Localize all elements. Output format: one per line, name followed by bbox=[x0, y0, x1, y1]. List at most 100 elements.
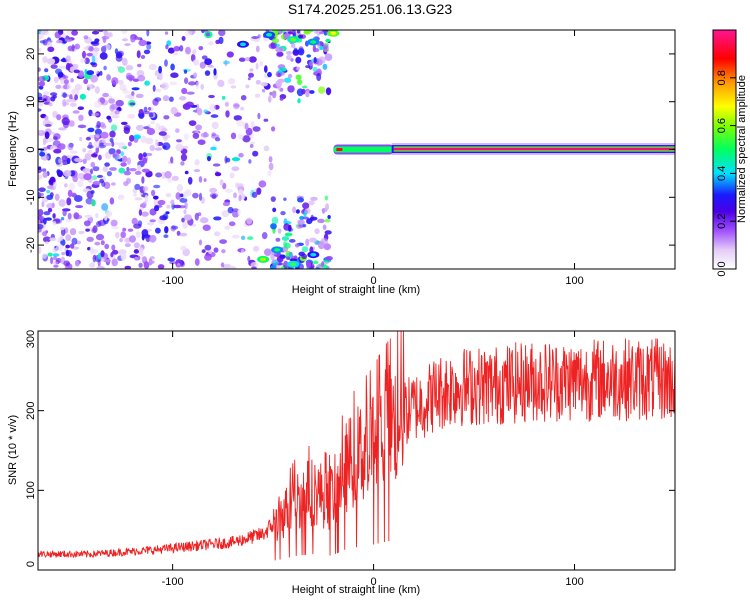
noise-blob bbox=[260, 82, 268, 87]
noise-blob bbox=[161, 82, 169, 90]
noise-blob bbox=[118, 167, 126, 174]
noise-blob bbox=[225, 157, 231, 163]
noise-blob bbox=[51, 202, 55, 209]
noise-blob bbox=[106, 171, 112, 177]
noise-blob bbox=[122, 90, 131, 95]
noise-tail-blob bbox=[289, 239, 296, 243]
noise-blob bbox=[121, 155, 128, 163]
noise-blob bbox=[123, 127, 130, 134]
noise-blob bbox=[42, 56, 48, 63]
noise-blob bbox=[192, 192, 199, 199]
noise-blob bbox=[137, 164, 142, 171]
noise-blob bbox=[183, 209, 187, 215]
noise-tail-blob bbox=[321, 261, 325, 267]
noise-blob bbox=[155, 88, 162, 93]
noise-blob bbox=[45, 95, 51, 104]
noise-blob bbox=[183, 69, 188, 74]
noise-blob bbox=[58, 199, 66, 207]
noise-blob bbox=[169, 261, 176, 265]
noise-blob bbox=[62, 92, 67, 98]
noise-blob bbox=[91, 199, 96, 207]
noise-blob bbox=[136, 50, 141, 59]
noise-blob bbox=[77, 124, 87, 129]
noise-tail-blob bbox=[297, 98, 301, 104]
noise-blob bbox=[197, 139, 206, 145]
noise-blob bbox=[129, 134, 135, 142]
noise-blob bbox=[261, 89, 266, 93]
noise-blob bbox=[134, 36, 139, 40]
noise-tail-blob bbox=[277, 256, 283, 263]
noise-blob bbox=[47, 252, 53, 257]
noise-blob bbox=[258, 180, 267, 188]
noise-tail-blob bbox=[297, 79, 303, 85]
noise-blob bbox=[264, 65, 268, 73]
noise-blob bbox=[230, 85, 237, 89]
noise-blob bbox=[78, 114, 84, 122]
noise-blob bbox=[123, 170, 131, 176]
noise-blob bbox=[194, 212, 199, 221]
noise-tail-blob bbox=[301, 246, 309, 253]
noise-blob bbox=[209, 103, 216, 112]
noise-blob bbox=[179, 197, 188, 203]
noise-blob bbox=[250, 121, 255, 129]
noise-tail-blob bbox=[274, 43, 281, 48]
noise-blob bbox=[74, 214, 83, 220]
noise-blob bbox=[148, 107, 152, 111]
noise-blob bbox=[38, 67, 41, 72]
noise-blob bbox=[57, 143, 66, 150]
noise-blob bbox=[180, 245, 187, 251]
noise-blob bbox=[193, 59, 199, 66]
noise-blob bbox=[255, 79, 261, 85]
noise-blob bbox=[79, 136, 83, 142]
noise-blob bbox=[169, 81, 178, 86]
noise-tail-blob bbox=[299, 264, 303, 269]
noise-blob bbox=[104, 216, 108, 221]
noise-blob bbox=[175, 192, 181, 200]
noise-blob bbox=[50, 256, 54, 265]
noise-blob bbox=[137, 37, 143, 41]
noise-blob bbox=[79, 93, 86, 100]
noise-blob bbox=[204, 58, 213, 66]
noise-blob bbox=[92, 166, 100, 172]
noise-blob bbox=[228, 221, 236, 227]
noise-blob bbox=[49, 237, 57, 242]
noise-blob bbox=[227, 206, 234, 214]
noise-blob bbox=[213, 216, 222, 221]
noise-blob bbox=[170, 106, 178, 115]
noise-blob bbox=[86, 70, 95, 76]
noise-blob bbox=[136, 70, 145, 77]
colorbar-tick-label: 0.4 bbox=[716, 166, 728, 181]
noise-blob bbox=[63, 79, 69, 85]
noise-blob bbox=[134, 183, 141, 190]
noise-blob bbox=[145, 234, 151, 243]
noise-blob bbox=[99, 52, 108, 60]
noise-blob bbox=[43, 98, 47, 102]
noise-blob bbox=[93, 101, 102, 108]
noise-blob bbox=[66, 83, 72, 90]
noise-tail-blob bbox=[270, 223, 277, 230]
noise-blob bbox=[261, 232, 268, 240]
noise-tail-blob bbox=[294, 243, 300, 248]
noise-blob bbox=[139, 251, 143, 256]
noise-blob bbox=[231, 157, 241, 162]
noise-blob bbox=[82, 158, 87, 164]
noise-blob bbox=[192, 132, 200, 139]
noise-blob bbox=[74, 94, 78, 101]
noise-blob bbox=[74, 43, 81, 50]
noise-blob bbox=[38, 187, 46, 192]
hotspot-core bbox=[310, 252, 317, 257]
noise-blob bbox=[60, 235, 64, 241]
noise-blob bbox=[129, 102, 136, 106]
noise-tail-blob bbox=[312, 260, 319, 265]
noise-tail-blob bbox=[306, 218, 313, 225]
spectrogram-x-axis-title: Height of straight line (km) bbox=[292, 284, 420, 296]
noise-blob bbox=[46, 58, 56, 65]
carrier-onset-band bbox=[333, 146, 394, 153]
noise-blob bbox=[224, 101, 229, 107]
noise-blob bbox=[96, 174, 104, 178]
x-tick-label: -100 bbox=[162, 275, 184, 287]
noise-blob bbox=[224, 225, 231, 230]
colorbar-gradient bbox=[712, 29, 737, 270]
noise-blob bbox=[53, 261, 59, 266]
noise-blob bbox=[143, 106, 148, 113]
